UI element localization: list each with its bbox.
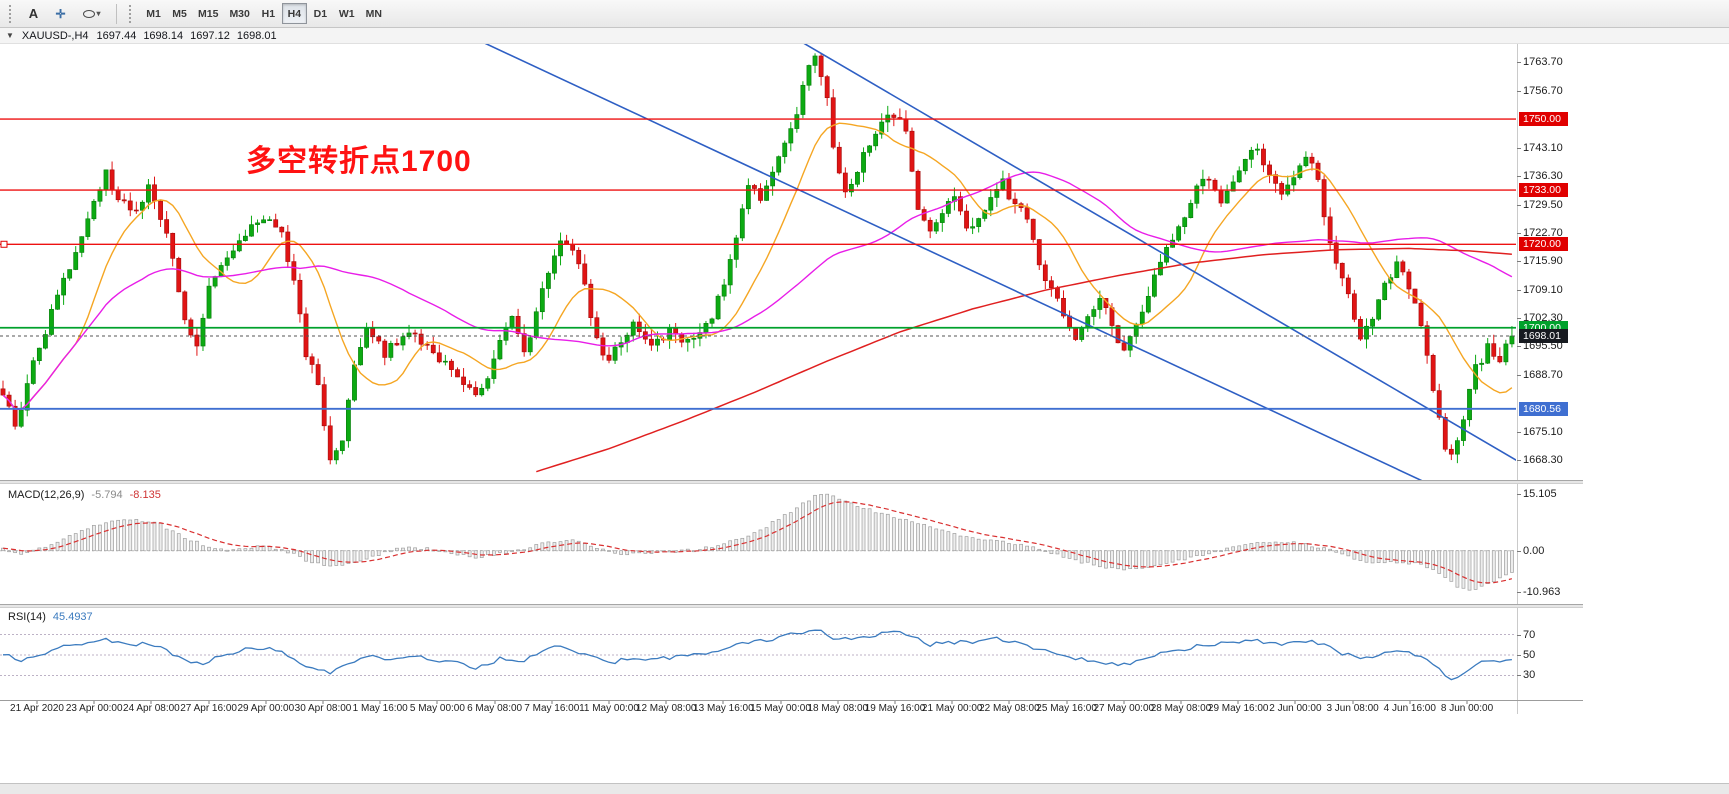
hline-handle[interactable]: [0, 240, 8, 248]
ohlc-open: 1697.44: [96, 29, 137, 42]
chart-titlebar: ▼ XAUUSD-,H4 1697.44 1698.14 1697.12 169…: [0, 28, 1729, 44]
trendline[interactable]: [415, 11, 1469, 503]
rsi-layer: [0, 629, 1516, 681]
ohlc-values: 1697.44 1698.14 1697.12 1698.01: [97, 30, 277, 42]
toolbar-grip[interactable]: [9, 4, 14, 23]
window-bottom-strip: [0, 783, 1729, 794]
shapes-tool-button[interactable]: ▾: [75, 3, 109, 25]
timeframe-button-h4[interactable]: H4: [281, 3, 307, 24]
crosshair-tool-button[interactable]: ✛: [48, 3, 73, 25]
chevron-down-icon: ▾: [96, 9, 101, 18]
ohlc-high: 1698.14: [143, 29, 184, 42]
toolbar-separator: [116, 3, 117, 24]
macd-value-signal: -8.135: [129, 489, 161, 501]
top-toolbar: A ✛ ▾ M1 M5 M15 M30 H1 H4 D1 W1 MN: [0, 0, 1729, 28]
macd-value-main: -5.794: [91, 489, 123, 501]
timeframe-button-mn[interactable]: MN: [361, 3, 387, 24]
crosshair-icon: ✛: [55, 6, 66, 21]
ohlc-close: 1698.01: [236, 29, 277, 42]
chart-symbol-timeframe: XAUUSD-,H4: [21, 29, 89, 42]
price-axis-separator: [1517, 44, 1518, 714]
rsi-label: RSI(14): [8, 611, 46, 623]
horizontal-lines-layer: [0, 118, 1516, 410]
timeframe-button-w1[interactable]: W1: [334, 3, 360, 24]
ellipse-icon: [83, 9, 96, 18]
macd-header: MACD(12,26,9) -5.794 -8.135: [8, 489, 161, 501]
text-tool-button[interactable]: A: [21, 3, 46, 25]
panel-splitter-rsi[interactable]: [0, 604, 1583, 608]
timeframe-button-group: M1 M5 M15 M30 H1 H4 D1 W1 MN: [141, 3, 387, 24]
candles-layer: [0, 53, 1515, 465]
rsi-value: 45.4937: [52, 611, 93, 623]
timeframe-button-m5[interactable]: M5: [167, 3, 192, 24]
rsi-header: RSI(14) 45.4937: [8, 611, 93, 623]
time-axis-separator: [0, 700, 1583, 701]
timeframe-button-h1[interactable]: H1: [256, 3, 281, 24]
panel-splitter-macd[interactable]: [0, 480, 1583, 484]
timeframe-button-d1[interactable]: D1: [308, 3, 333, 24]
ohlc-low: 1697.12: [190, 29, 230, 42]
chart-annotation-text[interactable]: 多空转折点1700: [246, 145, 472, 178]
macd-label: MACD(12,26,9): [8, 489, 85, 501]
macd-layer: [0, 493, 1516, 591]
timeframe-button-m1[interactable]: M1: [141, 3, 166, 24]
trendline[interactable]: [791, 36, 1518, 462]
timeframe-button-m30[interactable]: M30: [224, 3, 254, 24]
moving-averages-layer: [2, 122, 1513, 473]
timeframe-button-m15[interactable]: M15: [193, 3, 223, 24]
toolbar-grip-2[interactable]: [129, 4, 134, 23]
chart-icon: ▼: [6, 31, 14, 40]
trendlines-layer: [415, 11, 1518, 503]
